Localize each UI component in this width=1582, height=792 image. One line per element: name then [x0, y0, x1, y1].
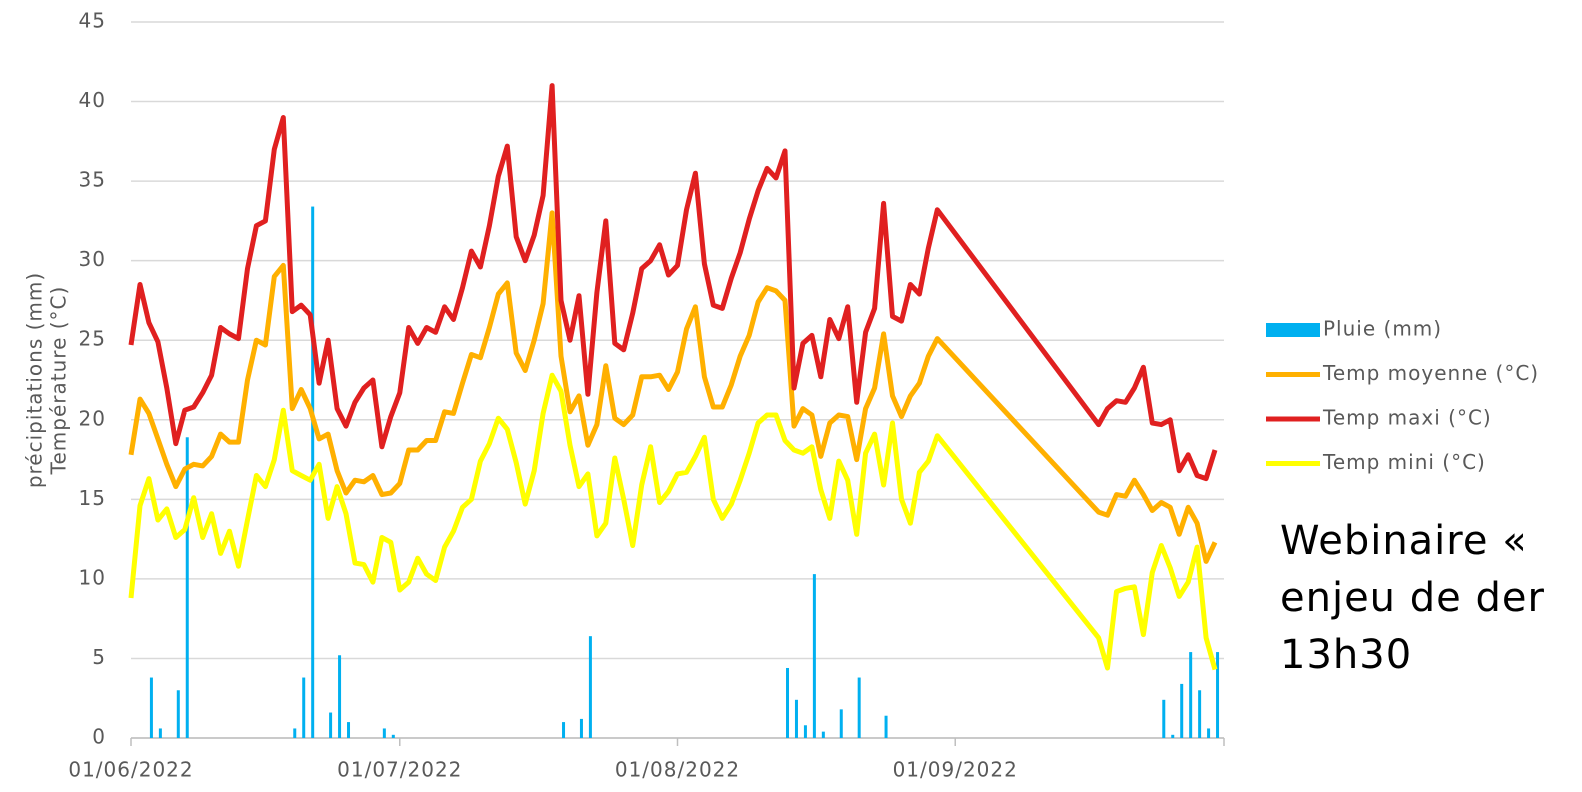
bar — [562, 722, 566, 738]
y-tick-label: 40 — [79, 88, 106, 112]
y-tick-label: 30 — [79, 247, 106, 271]
bar — [329, 712, 333, 738]
y-tick-label: 10 — [79, 565, 106, 589]
y-tick-label: 45 — [79, 9, 106, 33]
bar — [1162, 699, 1166, 738]
line — [128, 210, 1218, 564]
bar — [176, 690, 180, 738]
bar — [1207, 728, 1211, 738]
annotation: 13h30 — [1280, 632, 1412, 678]
bar — [185, 437, 189, 738]
line — [128, 83, 1218, 482]
bar — [338, 655, 342, 738]
bar — [1180, 683, 1184, 738]
x-tick-label: 01/07/2022 — [337, 758, 462, 782]
y-tick-label: 25 — [79, 327, 106, 351]
bar — [1171, 734, 1175, 738]
legend-label: Temp mini (°C) — [1322, 450, 1486, 474]
annotation: Webinaire « — [1280, 518, 1528, 564]
bar — [588, 636, 592, 738]
legend-label: Temp maxi (°C) — [1322, 406, 1492, 430]
y-tick-label: 35 — [79, 168, 106, 192]
bar — [579, 718, 583, 738]
legend-swatch — [1266, 323, 1320, 337]
legend-label: Temp moyenne (°C) — [1322, 361, 1539, 385]
bar — [1198, 690, 1202, 738]
bar — [391, 734, 395, 738]
bar — [821, 731, 825, 738]
x-tick-label: 01/09/2022 — [893, 758, 1018, 782]
bar — [293, 728, 297, 738]
bar — [1216, 652, 1220, 738]
bar — [1189, 652, 1193, 738]
bar — [382, 728, 386, 738]
bar — [803, 725, 807, 738]
legend-label: Pluie (mm) — [1323, 317, 1442, 341]
bar — [839, 709, 843, 738]
y-tick-label: 15 — [79, 486, 106, 510]
bar — [857, 677, 861, 738]
y-axis-label: Température (°C) — [47, 286, 71, 476]
bar — [786, 667, 790, 738]
bar — [149, 677, 153, 738]
x-tick-label: 01/08/2022 — [615, 758, 740, 782]
y-axis-label: précipitations (mm) — [23, 272, 47, 488]
bar — [794, 699, 798, 738]
x-tick-label: 01/06/2022 — [68, 758, 193, 782]
line — [128, 372, 1218, 671]
bar — [812, 574, 816, 738]
bar — [347, 722, 351, 738]
y-tick-label: 20 — [79, 406, 106, 430]
bar — [302, 677, 306, 738]
y-tick-label: 5 — [92, 645, 106, 669]
annotation: enjeu de der — [1280, 575, 1545, 621]
y-tick-label: 0 — [92, 725, 106, 749]
bar — [158, 728, 162, 738]
bar — [884, 715, 888, 738]
